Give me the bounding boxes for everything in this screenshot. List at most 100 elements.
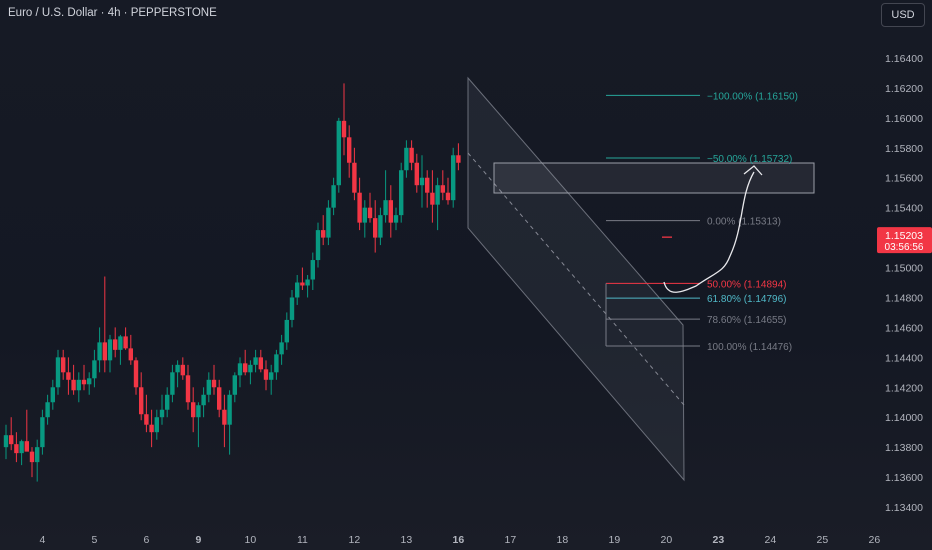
candle [393,207,399,231]
time-axis[interactable]: 4 5 6 9 10 11 12 13 16 17 18 19 20 23 24 25 26 [39,534,880,546]
time-tick: 11 [297,534,308,546]
candle-body [425,177,430,193]
candle [388,185,393,238]
candle-body [440,185,445,193]
candle-body [61,357,66,373]
price-tick: 1.15800 [885,143,923,155]
channel-band [467,76,685,482]
candle-body [113,339,118,350]
candle-body [419,177,425,186]
candle [50,379,55,410]
candle-body [55,357,61,388]
candle [232,372,237,403]
candle-body [399,170,404,216]
candle-body [456,155,461,163]
candle-body [222,409,227,425]
candle [14,432,19,463]
candle [61,349,66,380]
candle-body [269,372,274,380]
candle [321,215,326,246]
fib-label: −100.00% (1.16150) [707,91,798,102]
candle [383,170,388,223]
forecast-path-drawing[interactable] [663,165,763,293]
candle [9,417,14,451]
price-tick: 1.13400 [885,502,923,514]
candle [295,275,300,305]
candle-body [97,342,102,361]
candle [165,387,170,418]
candle-body [159,409,165,418]
time-tick: 16 [453,534,465,546]
candle [19,439,24,466]
candle-body [9,435,14,445]
candle [201,387,206,418]
candle [310,252,315,290]
candle-body [237,363,243,376]
time-tick: 9 [195,534,201,546]
candle-body [284,319,289,343]
candle-body [35,447,40,463]
candle [139,372,144,421]
candle [55,349,61,395]
candle [206,372,211,403]
candle [378,207,383,246]
currency-button[interactable]: USD [881,3,925,27]
time-tick: 6 [143,534,149,546]
time-tick: 19 [609,534,621,546]
candle [144,394,149,433]
candle [222,394,227,448]
candle-body [347,137,352,163]
target-zone-rectangle[interactable] [493,162,815,194]
candle-body [310,260,315,280]
candle-body [404,147,409,171]
candle [243,349,248,376]
candle [66,357,71,395]
candle-body [373,218,378,238]
candle [87,372,92,395]
candle-body [206,379,211,395]
fib-label: 0.00% (1.15313) [707,217,781,228]
candle [315,222,321,268]
candle-body [50,387,55,403]
candle-body [326,207,331,238]
price-axis[interactable]: 1.16400 1.16200 1.16000 1.15800 1.15600 1.154… [885,53,923,514]
candle-body [118,336,123,350]
candle-body [40,417,45,448]
candle-body [81,379,87,385]
fibonacci-retracement[interactable]: −100.00% (1.16150) −50.00% (1.15732) 0.00%… [605,91,798,353]
candle [180,357,185,380]
candle [305,275,310,298]
candle [451,147,456,208]
candle [149,409,154,448]
candle [170,364,175,403]
candle [248,360,253,385]
time-tick: 5 [91,534,97,546]
symbol-title[interactable]: Euro / U.S. Dollar · 4h · PEPPERSTONE [8,7,217,19]
candle [76,372,81,403]
candle-body [253,357,258,365]
candle [237,357,243,388]
candle-body [107,339,113,361]
candle-body [71,379,76,391]
candle-body [435,185,440,205]
candle-body [362,207,367,223]
candle-body [336,120,341,186]
countdown-label: 03:56:56 [885,242,924,253]
candle [133,357,139,395]
candle-body [289,297,295,320]
candle-body [383,200,388,216]
candle-body [128,348,133,361]
candle-body [367,207,373,219]
candle [399,162,404,223]
candle-body [331,185,336,208]
candle-body [227,394,232,425]
time-tick: 23 [713,534,725,546]
candle-body [29,451,35,463]
candle [175,360,180,388]
candle-body [144,414,149,425]
candle [284,312,289,350]
descending-channel-drawing[interactable] [467,76,685,482]
candle [196,402,201,448]
